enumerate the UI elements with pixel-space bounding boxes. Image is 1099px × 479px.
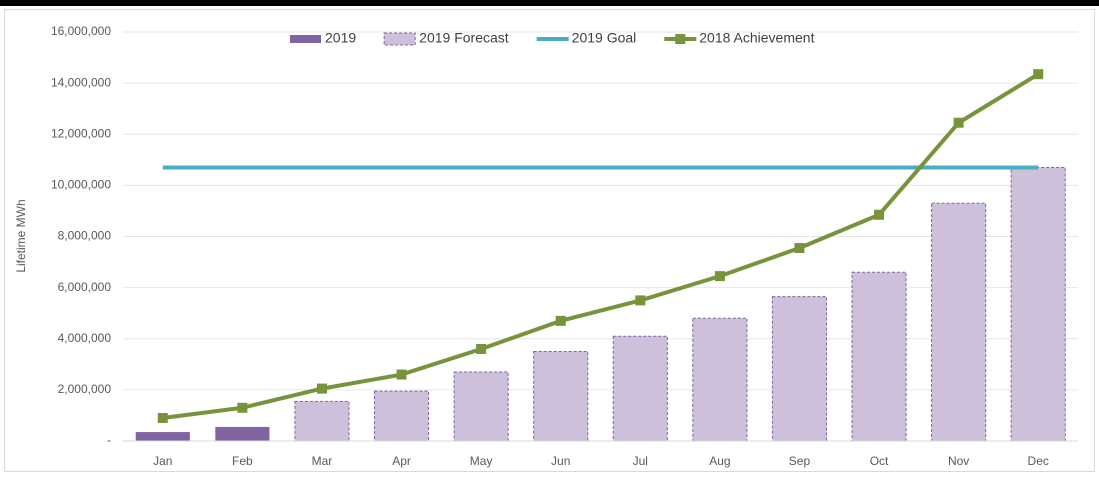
bar <box>294 400 350 442</box>
marker <box>635 295 646 306</box>
x-tick-label: Jul <box>633 454 648 468</box>
y-tick-label: 16,000,000 <box>51 24 111 38</box>
legend-marker <box>675 34 686 44</box>
y-tick-label: 12,000,000 <box>51 126 111 140</box>
top-bar <box>0 0 1099 6</box>
bar <box>1010 166 1066 442</box>
y-tick-label: 10,000,000 <box>51 178 111 192</box>
y-axis-label: Lifetime MWh <box>14 199 28 272</box>
line <box>162 72 1040 420</box>
bar <box>373 390 430 442</box>
chart-frame <box>4 9 1095 472</box>
x-tick-label: May <box>470 454 493 468</box>
marker <box>874 209 885 220</box>
y-tick-label: 8,000,000 <box>58 229 112 243</box>
legend-label: 2019 Forecast <box>419 30 509 46</box>
marker <box>316 383 327 394</box>
y-tick-label: 2,000,000 <box>58 382 112 396</box>
bar <box>851 271 907 442</box>
legend-label: 2019 Goal <box>572 30 637 46</box>
x-tick-label: Jun <box>551 454 570 468</box>
marker <box>555 315 566 326</box>
y-tick-label: 4,000,000 <box>58 331 112 345</box>
legend-swatch <box>383 32 416 46</box>
legend-label: 2019 <box>325 30 356 46</box>
x-tick-label: Oct <box>870 454 889 468</box>
x-tick-label: Sep <box>789 454 811 468</box>
x-tick-label: Apr <box>392 454 411 468</box>
legend-swatch <box>290 35 321 43</box>
x-tick-label: Feb <box>232 454 253 468</box>
bar <box>771 296 828 442</box>
bar <box>453 371 509 442</box>
marker <box>157 412 168 423</box>
bar <box>533 351 589 442</box>
marker <box>794 243 805 254</box>
bar <box>135 432 190 441</box>
legend: 2019 2019 Forecast 2019 Goal 2018 Achieveme… <box>290 30 815 46</box>
bar <box>692 317 748 442</box>
y-tick-label: 6,000,000 <box>58 280 112 294</box>
legend-label: 2018 Achievement <box>699 30 814 46</box>
y-tick-label: 14,000,000 <box>51 75 111 89</box>
marker <box>953 117 964 128</box>
marker <box>714 271 725 282</box>
y-tick-label: - <box>107 433 111 447</box>
bar <box>612 335 668 442</box>
x-tick-label: Aug <box>709 454 730 468</box>
marker <box>1033 69 1044 80</box>
marker <box>396 369 407 380</box>
x-tick-label: Jan <box>153 454 172 468</box>
x-tick-label: Mar <box>312 454 333 468</box>
marker <box>237 402 248 413</box>
bar <box>215 426 270 441</box>
bar <box>931 202 987 442</box>
x-tick-label: Nov <box>948 454 969 468</box>
x-tick-label: Dec <box>1028 454 1049 468</box>
marker <box>476 343 487 354</box>
